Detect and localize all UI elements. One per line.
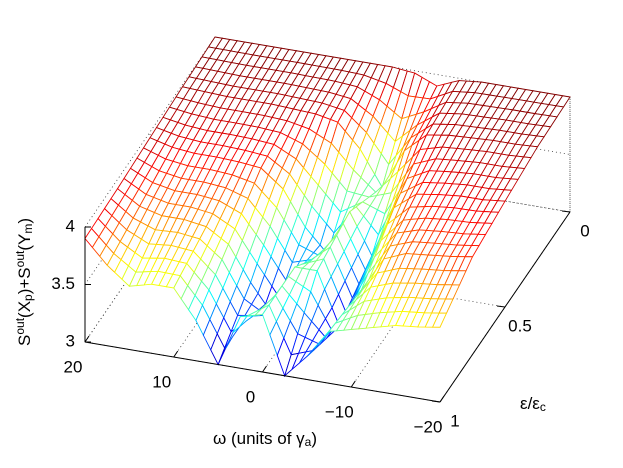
z-axis-label-part: (Y (15, 234, 34, 251)
x-axis-label: ω (units of γa) (213, 429, 317, 449)
z-axis-label: Sout(Xp)+Sout(Ym) (13, 218, 35, 346)
x-axis-label-part: a (305, 435, 312, 449)
z-tick-label: 3.5 (51, 274, 75, 293)
surface (84, 36, 571, 378)
x-tick (262, 365, 267, 373)
x-tick-label: 0 (246, 387, 255, 406)
y-tick-label: 0 (580, 221, 589, 240)
x-tick-label: −20 (414, 417, 443, 436)
z-axis-label-part: )+S (15, 267, 34, 294)
y-tick (431, 400, 441, 403)
x-tick (350, 380, 356, 388)
z-axis-label-part: ) (15, 218, 34, 224)
y-tick (561, 210, 571, 213)
y-axis-label-part: ε/ε (520, 394, 540, 413)
y-axis-label-part: c (540, 400, 546, 414)
x-tick-label: 10 (152, 372, 171, 391)
x-tick-label: 20 (64, 357, 83, 376)
z-axis-label-part: p (21, 294, 35, 301)
surface-patch (431, 312, 448, 328)
x-tick (439, 395, 445, 403)
z-axis-label-part: out (13, 317, 27, 334)
z-axis-label-part: (X (15, 301, 34, 318)
z-axis-label-part: out (13, 250, 27, 267)
z-tick-label: 4 (66, 216, 75, 235)
y-tick-label: 1 (450, 411, 459, 430)
y-tick (496, 305, 506, 308)
z-tick-label: 3 (66, 331, 75, 350)
x-tick-label: −10 (325, 402, 354, 421)
x-tick (173, 350, 179, 358)
z-axis-label-part: m (21, 224, 35, 234)
x-axis-label-part: ω (units of γ (213, 429, 305, 448)
y-axis-label: ε/εc (520, 394, 546, 414)
x-tick (84, 335, 90, 343)
z-axis-label-part: S (15, 335, 34, 346)
x-axis-label-part: ) (311, 429, 317, 448)
grid-line (84, 36, 571, 228)
y-tick-label: 0.5 (508, 316, 532, 335)
